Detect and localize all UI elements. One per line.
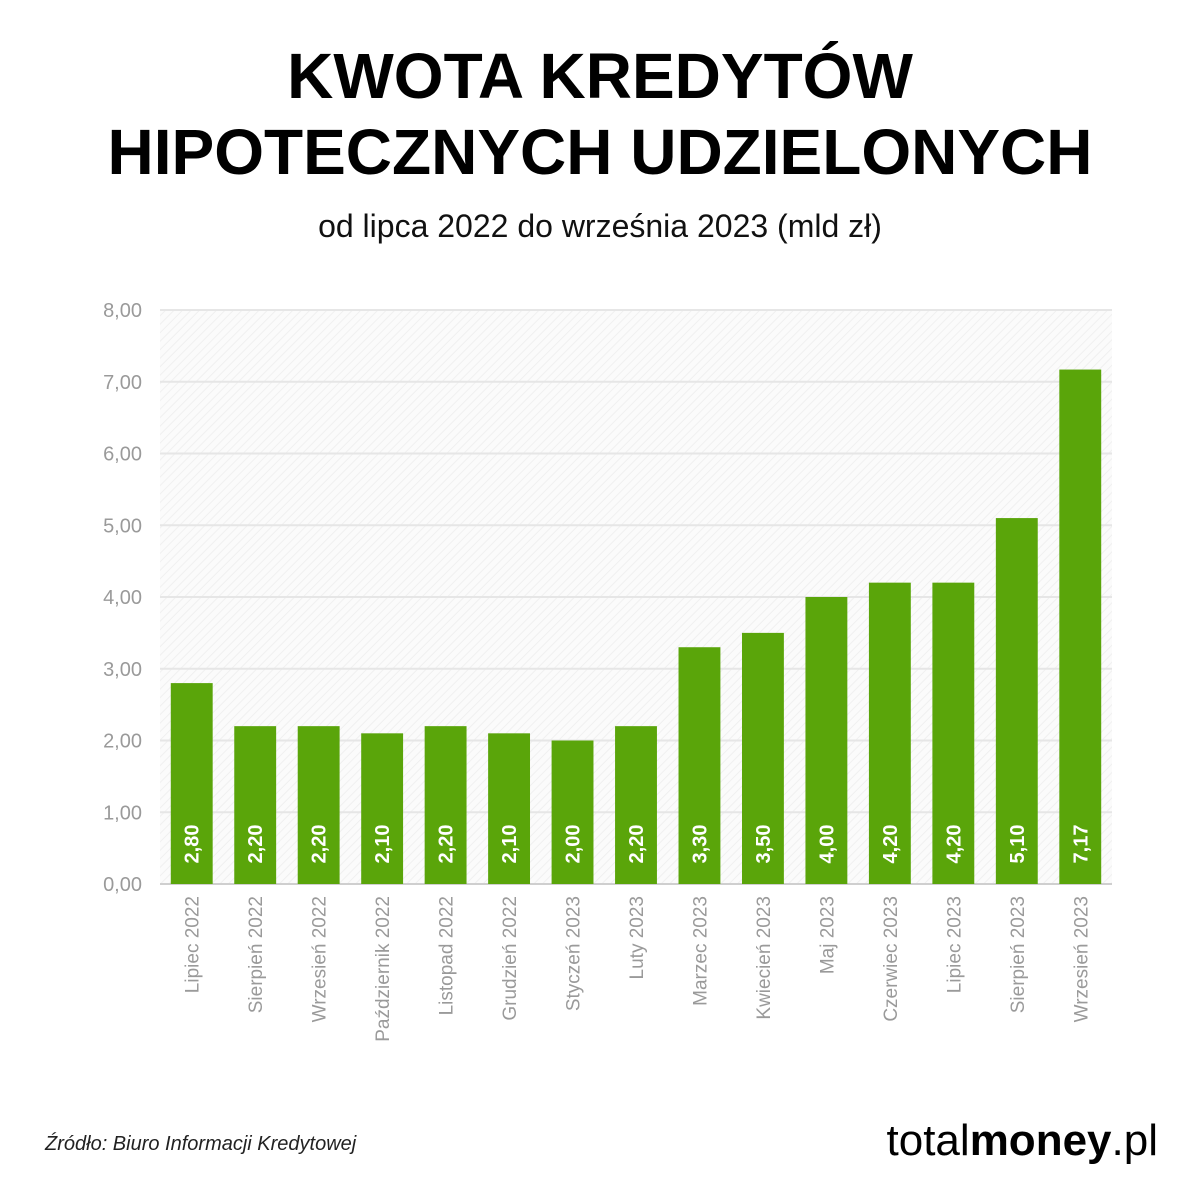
y-tick-label: 1,00	[103, 802, 142, 824]
bar	[424, 726, 467, 884]
x-tick-label: Lipiec 2023	[944, 896, 965, 993]
bar	[488, 733, 531, 884]
x-tick-label: Marzec 2023	[690, 896, 711, 1006]
bar-value-label: 4,20	[880, 825, 902, 864]
bar-value-label: 3,50	[753, 825, 775, 864]
y-tick-label: 2,00	[103, 731, 142, 753]
bar	[1059, 369, 1102, 884]
y-tick-label: 7,00	[103, 372, 142, 394]
bar-value-label: 3,30	[689, 825, 711, 864]
bar-value-label: 2,20	[245, 825, 267, 864]
bar-value-label: 4,00	[816, 825, 838, 864]
y-axis-ticks: 0,00 1,00 2,00 3,00 4,00 5,00 6,00 7,00 8,00	[103, 300, 142, 896]
y-tick-label: 6,00	[103, 444, 142, 466]
source-note: Źródło: Biuro Informacji Kredytowej	[45, 1133, 357, 1155]
x-tick-label: Maj 2023	[817, 896, 838, 974]
bar	[868, 582, 911, 884]
bar-value-label: 2,20	[436, 825, 458, 864]
x-tick-label: Sierpień 2022	[246, 896, 267, 1013]
bar-value-label: 7,17	[1070, 825, 1092, 864]
bar	[551, 740, 594, 884]
y-tick-label: 5,00	[103, 515, 142, 537]
chart-subtitle: od lipca 2022 do września 2023 (mld zł)	[318, 208, 882, 244]
chart-title: KWOTA KREDYTÓW HIPOTECZNYCH UDZIELONYCH	[0, 38, 1200, 190]
brand-prefix: total	[886, 1116, 970, 1165]
bar-value-label: 5,10	[1007, 825, 1029, 864]
x-tick-label: Grudzień 2022	[500, 896, 521, 1021]
bar	[297, 726, 340, 884]
x-tick-label: Listopad 2022	[437, 896, 458, 1015]
bar-value-label: 2,20	[626, 825, 648, 864]
bar	[170, 683, 213, 884]
x-tick-label: Czerwiec 2023	[881, 896, 902, 1022]
x-tick-label: Październik 2022	[373, 896, 394, 1042]
bar-value-label: 2,80	[182, 825, 204, 864]
bar	[805, 597, 848, 884]
y-tick-label: 0,00	[103, 874, 142, 896]
bar-value-label: 2,00	[563, 825, 585, 864]
bars: 2,80 2,20 2,20 2,10 2,20 2,10 2,00 2,20 3,30 3,50…	[170, 369, 1102, 884]
bar	[741, 632, 784, 884]
y-tick-label: 8,00	[103, 300, 142, 322]
bar-value-label: 2,20	[309, 825, 331, 864]
bar	[361, 733, 404, 884]
bar	[995, 518, 1038, 884]
x-tick-label: Lipiec 2022	[183, 896, 204, 993]
brand-suffix: .pl	[1111, 1116, 1158, 1165]
brand-bold: money	[969, 1116, 1112, 1165]
x-tick-label: Sierpień 2023	[1008, 896, 1029, 1013]
y-tick-label: 4,00	[103, 587, 142, 609]
bar	[932, 582, 975, 884]
bar-value-label: 2,10	[372, 825, 394, 864]
bar	[615, 726, 657, 884]
x-tick-label: Wrzesień 2023	[1071, 896, 1092, 1022]
title-line-1: KWOTA KREDYTÓW	[287, 40, 913, 112]
x-tick-label: Kwiecień 2023	[754, 896, 775, 1020]
x-tick-label: Luty 2023	[627, 896, 648, 979]
x-tick-label: Wrzesień 2022	[310, 896, 331, 1022]
title-line-2: HIPOTECZNYCH UDZIELONYCH	[107, 116, 1093, 188]
bar-value-label: 2,10	[499, 825, 521, 864]
bar	[678, 647, 721, 884]
x-tick-label: Styczeń 2023	[564, 896, 585, 1011]
brand-logo[interactable]: totalmoney.pl	[887, 1116, 1158, 1166]
bar	[234, 726, 277, 884]
bar-value-label: 4,20	[943, 825, 965, 864]
y-tick-label: 3,00	[103, 659, 142, 681]
x-axis-ticks: Lipiec 2022 Sierpień 2022 Wrzesień 2022 Paź…	[183, 896, 1093, 1042]
